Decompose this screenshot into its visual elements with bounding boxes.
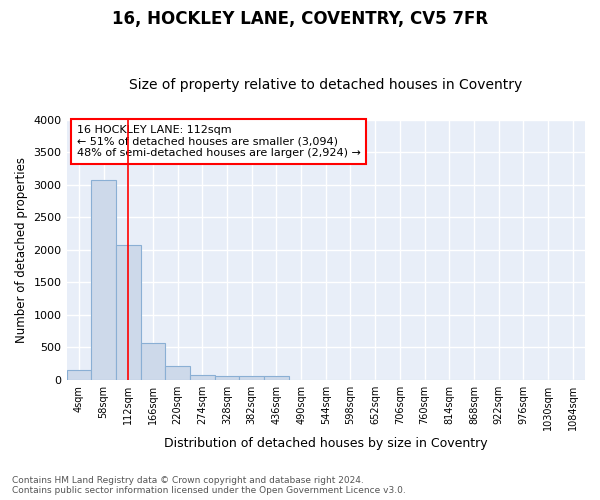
Bar (215, 376, 239, 380)
X-axis label: Distribution of detached houses by size in Coventry: Distribution of detached houses by size … (164, 437, 488, 450)
Text: 16 HOCKLEY LANE: 112sqm
← 51% of detached houses are smaller (3,094)
48% of semi: 16 HOCKLEY LANE: 112sqm ← 51% of detache… (77, 125, 361, 158)
Bar (91, 180, 116, 380)
Bar (239, 376, 264, 380)
Bar (165, 366, 190, 380)
Text: Contains HM Land Registry data © Crown copyright and database right 2024.
Contai: Contains HM Land Registry data © Crown c… (12, 476, 406, 495)
Bar (67, 370, 91, 380)
Bar (116, 245, 140, 380)
Y-axis label: Number of detached properties: Number of detached properties (15, 157, 28, 343)
Bar (190, 374, 215, 380)
Text: 16, HOCKLEY LANE, COVENTRY, CV5 7FR: 16, HOCKLEY LANE, COVENTRY, CV5 7FR (112, 10, 488, 28)
Bar (140, 344, 165, 380)
Title: Size of property relative to detached houses in Coventry: Size of property relative to detached ho… (129, 78, 523, 92)
Bar (264, 376, 289, 380)
